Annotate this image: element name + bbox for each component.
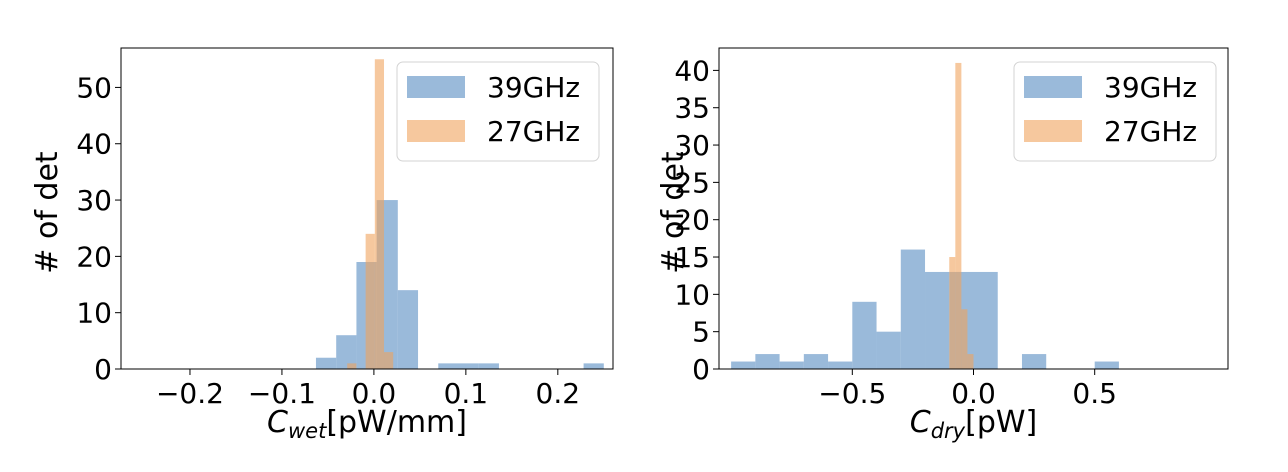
y-axis-label: # of det [30, 151, 65, 274]
bar-39ghz-13 [1094, 361, 1119, 369]
bar-39ghz-7 [458, 363, 479, 369]
x-tick-label: 0.2 [536, 377, 581, 410]
legend-label-27ghz: 27GHz [487, 115, 580, 148]
bar-39ghz-1 [336, 335, 357, 369]
bar-39ghz-8 [925, 271, 950, 369]
legend-label-39ghz: 39GHz [487, 71, 580, 104]
legend-label-27ghz: 27GHz [1104, 115, 1197, 148]
x-axis-label: Cdry[pW] [910, 405, 1037, 443]
x-tick-label: 0.0 [951, 377, 996, 410]
y-tick-label: 0 [94, 353, 112, 386]
x-axis-label-subscript: wet [288, 419, 327, 443]
bar-39ghz-6 [438, 363, 459, 369]
legend-swatch-27ghz [1024, 120, 1082, 142]
y-tick-label: 30 [674, 129, 710, 162]
bar-27ghz-1 [365, 233, 375, 369]
bar-39ghz-8 [478, 363, 499, 369]
series-27ghz [347, 59, 394, 370]
bar-39ghz-10 [973, 271, 998, 369]
x-tick-label: 0.1 [444, 377, 489, 410]
x-axis-label-symbol: C [910, 405, 931, 440]
bar-39ghz-12 [1021, 354, 1047, 369]
y-tick-label: 25 [674, 166, 710, 199]
bar-39ghz-4 [397, 290, 419, 369]
bar-39ghz-6 [876, 331, 901, 369]
bar-39ghz-1 [755, 354, 780, 369]
axes-frame [120, 47, 614, 370]
bar-27ghz-2 [374, 59, 385, 370]
histogram-dry: −0.5 0.0 0.5 0 5 10 15 20 25 30 35 40 # of det Cdry[p… [656, 47, 1229, 443]
y-tick-label: 40 [76, 128, 112, 161]
y-tick-label: 20 [76, 240, 112, 273]
legend-label-39ghz: 39GHz [1104, 71, 1197, 104]
bar-39ghz-7 [900, 249, 926, 369]
y-tick-label: 5 [692, 316, 710, 349]
y-tick-label: 10 [674, 278, 710, 311]
series-39ghz [731, 249, 1119, 369]
x-tick-label: −0.5 [818, 377, 886, 410]
x-axis-label-unit: [pW/mm] [326, 405, 467, 440]
x-tick-label: 0.5 [1072, 377, 1117, 410]
series-27ghz [949, 62, 974, 369]
bar-39ghz-3 [803, 354, 829, 369]
legend: 39GHz 27GHz [396, 61, 600, 162]
x-tick-label: −0.2 [156, 377, 224, 410]
bar-27ghz-0 [347, 363, 357, 369]
x-axis-label: Cwet[pW/mm] [267, 405, 467, 443]
y-tick-label: 0 [692, 353, 710, 386]
y-tick-label: 10 [76, 297, 112, 330]
legend-swatch-39ghz [407, 76, 465, 98]
bar-27ghz-1 [955, 62, 962, 369]
x-axis-label-subscript: dry [931, 419, 966, 443]
series-39ghz [315, 200, 604, 369]
legend: 39GHz 27GHz [1013, 61, 1217, 162]
x-axis-label-unit: [pW] [965, 405, 1037, 440]
y-tick-label: 50 [76, 71, 112, 104]
x-tick-label: 0.0 [352, 377, 397, 410]
bar-39ghz-0 [315, 357, 337, 369]
bar-27ghz-2 [961, 309, 968, 369]
x-tick-label: −0.1 [248, 377, 316, 410]
bar-27ghz-3 [967, 354, 974, 369]
y-tick-label: 35 [674, 92, 710, 125]
bar-27ghz-0 [949, 257, 956, 369]
legend-swatch-39ghz [1024, 76, 1082, 98]
histogram-wet: −0.2 −0.1 0.0 0.1 0.2 0 10 20 30 40 50 # of det Cwet… [30, 47, 614, 443]
y-axis-label: # of det [656, 151, 691, 274]
bar-39ghz-5 [852, 301, 877, 369]
y-tick-label: 40 [674, 54, 710, 87]
bar-39ghz-0 [731, 361, 756, 369]
bar-39ghz-9 [583, 363, 604, 369]
y-tick-label: 15 [674, 241, 710, 274]
bar-39ghz-2 [779, 361, 804, 369]
bar-39ghz-4 [828, 361, 853, 369]
bar-27ghz-3 [384, 352, 394, 369]
y-tick-label: 20 [674, 204, 710, 237]
legend-swatch-27ghz [407, 120, 465, 142]
y-tick-label: 30 [76, 184, 112, 217]
x-axis-label-symbol: C [267, 405, 288, 440]
